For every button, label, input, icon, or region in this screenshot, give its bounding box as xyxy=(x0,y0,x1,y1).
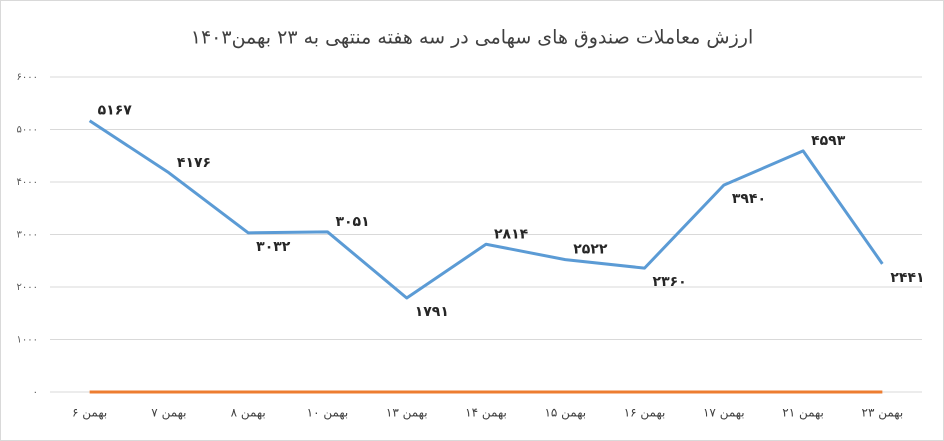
y-tick-label: ۳۰۰۰ xyxy=(17,230,38,241)
x-tick-label: بهمن ۱۳ xyxy=(386,406,428,421)
y-tick-label: ۶۰۰۰ xyxy=(17,72,38,83)
x-tick-label: بهمن ۶ xyxy=(72,406,107,421)
series-line xyxy=(88,119,884,300)
x-tick-label: بهمن ۷ xyxy=(151,406,186,421)
data-label: ۳۰۳۲ xyxy=(256,239,291,255)
x-tick-label: بهمن ۱۷ xyxy=(703,406,745,421)
data-label: ۲۴۴۱ xyxy=(890,270,924,286)
x-tick-label: بهمن ۱۴ xyxy=(465,406,507,421)
y-tick-label: ۵۰۰۰ xyxy=(17,125,38,136)
chart-title: ارزش معاملات صندوق های سهامی در سه هفته … xyxy=(191,27,753,49)
data-label: ۳۰۵۱ xyxy=(335,214,369,230)
data-label: ۵۱۶۷ xyxy=(98,103,133,119)
x-tick-label: بهمن ۲۳ xyxy=(862,406,904,421)
y-tick-label: ۱۰۰۰ xyxy=(17,335,38,346)
x-tick-label: بهمن ۲۱ xyxy=(782,406,824,421)
y-tick-label: ۲۰۰۰ xyxy=(17,282,38,293)
data-label: ۲۸۱۴ xyxy=(494,226,529,242)
x-tick-label: بهمن ۱۰ xyxy=(307,406,349,421)
data-label: ۴۱۷۶ xyxy=(177,155,211,171)
x-tick-label: بهمن ۸ xyxy=(231,406,266,421)
x-tick-label: بهمن ۱۵ xyxy=(544,406,586,421)
data-label: ۲۳۶۰ xyxy=(653,274,687,290)
y-tick-label: ۰ xyxy=(33,387,38,398)
y-tick-label: ۴۰۰۰ xyxy=(17,177,38,188)
data-label: ۱۷۹۱ xyxy=(415,304,449,320)
x-tick-label: بهمن ۱۶ xyxy=(624,406,666,421)
data-label: ۲۵۲۲ xyxy=(573,242,608,258)
data-label: ۴۵۹۳ xyxy=(811,133,846,149)
data-label: ۳۹۴۰ xyxy=(732,191,766,207)
